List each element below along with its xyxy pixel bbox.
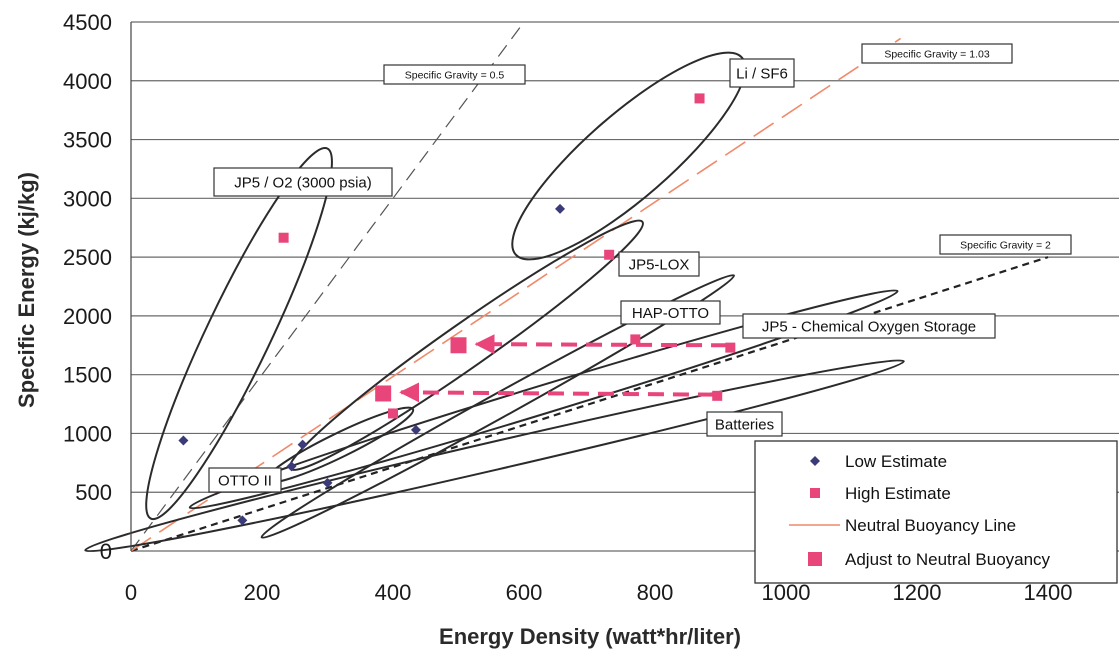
callout-label: Specific Gravity = 0.5 bbox=[405, 69, 505, 81]
buoyancy-adjust-arrow bbox=[399, 382, 714, 403]
callout-label: JP5 - Chemical Oxygen Storage bbox=[762, 318, 976, 335]
callout-box bbox=[861, 43, 1013, 64]
adjust-buoyancy-point bbox=[450, 337, 467, 354]
low-estimate-point bbox=[322, 477, 333, 488]
callout-label: HAP-OTTO bbox=[632, 305, 709, 322]
legend-label: Neutral Buoyancy Line bbox=[845, 516, 1016, 535]
x-tick-label: 1400 bbox=[1024, 580, 1073, 605]
y-tick-label: 2500 bbox=[63, 245, 112, 270]
high-estimate-point bbox=[278, 232, 289, 243]
cluster-jp5-o2 bbox=[145, 146, 333, 521]
low-estimate-point bbox=[297, 439, 308, 450]
legend-label: Adjust to Neutral Buoyancy bbox=[845, 550, 1051, 569]
callout-label: OTTO II bbox=[218, 472, 272, 489]
x-axis-title: Energy Density (watt*hr/liter) bbox=[439, 624, 741, 649]
callout-box bbox=[208, 467, 282, 493]
callout-box bbox=[620, 300, 721, 325]
x-tick-label: 200 bbox=[244, 580, 281, 605]
y-tick-label: 1000 bbox=[63, 421, 112, 446]
x-tick-label: 600 bbox=[506, 580, 543, 605]
low-estimate-point bbox=[237, 515, 248, 526]
cluster-batteries bbox=[84, 359, 905, 553]
y-axis-title: Specific Energy (kj/kg) bbox=[14, 172, 39, 408]
low-estimate-point bbox=[178, 435, 189, 446]
x-tick-label: 1200 bbox=[893, 580, 942, 605]
legend-label: Low Estimate bbox=[845, 452, 947, 471]
neutral-buoyancy-line bbox=[130, 37, 902, 552]
callout-label: Li / SF6 bbox=[736, 65, 788, 82]
high-estimate-point bbox=[388, 408, 398, 419]
callout-label: JP5-LOX bbox=[629, 256, 690, 273]
low-estimate-point bbox=[286, 461, 297, 472]
callout-label: Specific Gravity = 1.03 bbox=[884, 48, 989, 60]
x-tick-label: 1000 bbox=[762, 580, 811, 605]
y-tick-label: 2000 bbox=[63, 304, 112, 329]
low-estimate-point bbox=[555, 203, 566, 214]
y-tick-label: 0 bbox=[100, 539, 112, 564]
sg-0-5-line bbox=[130, 21, 525, 552]
x-tick-label: 800 bbox=[637, 580, 674, 605]
callout-box bbox=[618, 251, 700, 277]
callout-label: JP5 / O2 (3000 psia) bbox=[234, 174, 372, 191]
x-tick-label: 400 bbox=[375, 580, 412, 605]
high-estimate-point bbox=[725, 342, 736, 353]
cluster-li-sf6 bbox=[511, 51, 747, 261]
adjust-buoyancy-point bbox=[375, 385, 392, 402]
high-estimate-point bbox=[604, 249, 615, 260]
callout-box bbox=[706, 411, 783, 437]
y-tick-label: 4000 bbox=[63, 69, 112, 94]
cluster-hap-otto bbox=[260, 274, 736, 539]
low-estimate-point bbox=[410, 424, 421, 435]
y-tick-label: 500 bbox=[75, 480, 112, 505]
callout-box bbox=[742, 313, 996, 339]
buoyancy-adjust-arrow bbox=[474, 334, 728, 355]
callout-label: Batteries bbox=[715, 416, 774, 433]
y-tick-label: 1500 bbox=[63, 363, 112, 388]
y-tick-label: 4500 bbox=[63, 10, 112, 35]
callout-box bbox=[383, 64, 526, 85]
callout-box bbox=[939, 234, 1072, 255]
legend-swatch-low-estimate bbox=[810, 456, 820, 466]
callout-box bbox=[213, 167, 393, 197]
x-tick-label: 0 bbox=[125, 580, 137, 605]
high-estimate-point bbox=[694, 93, 705, 104]
legend-label: High Estimate bbox=[845, 484, 951, 503]
callout-box bbox=[729, 58, 795, 88]
callout-label: Specific Gravity = 2 bbox=[960, 239, 1051, 251]
y-tick-label: 3500 bbox=[63, 128, 112, 153]
legend-swatch-high-estimate bbox=[810, 488, 820, 498]
y-tick-label: 3000 bbox=[63, 186, 112, 211]
high-estimate-point bbox=[712, 390, 723, 401]
cluster-chem-oxygen bbox=[188, 289, 899, 510]
sg-2-line bbox=[130, 256, 1049, 553]
legend-swatch-adjust-buoyancy bbox=[808, 552, 822, 566]
high-estimate-point bbox=[630, 334, 641, 345]
